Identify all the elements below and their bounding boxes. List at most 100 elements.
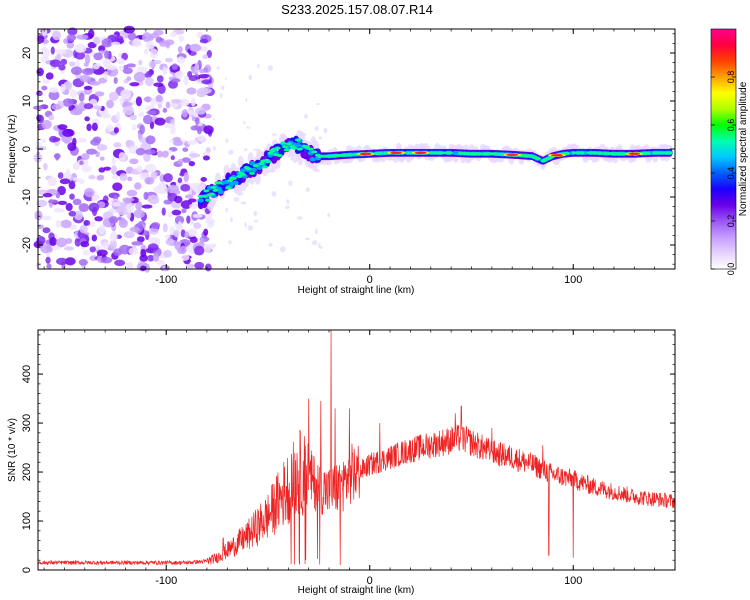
noise-blob (36, 235, 46, 245)
ridge-core (564, 151, 571, 155)
noise-blob (48, 114, 55, 121)
noise-blob (60, 83, 66, 93)
noise-blob (143, 149, 156, 155)
noise-blob (170, 102, 179, 109)
colorbar-gradient (711, 29, 736, 269)
noise-blob (157, 150, 163, 158)
noise-blob (42, 193, 53, 198)
noise-blob (49, 87, 59, 93)
noise-blob (183, 172, 190, 183)
snr-x-tick-label: 0 (367, 575, 373, 587)
ridge-core (282, 145, 289, 149)
noise-blob (41, 119, 52, 130)
noise-blob (46, 263, 52, 269)
noise-speck (228, 240, 232, 245)
noise-blob (170, 31, 177, 38)
ridge-core (250, 167, 257, 173)
noise-speck (219, 92, 223, 99)
noise-blob (78, 259, 88, 266)
noise-blob (104, 50, 110, 59)
noise-speck (257, 63, 260, 69)
noise-blob (78, 92, 85, 102)
colorbar-frame (710, 28, 737, 270)
ridge-hotspot (506, 153, 519, 156)
noise-blob (97, 201, 106, 209)
noise-blob (106, 99, 114, 109)
noise-speck (212, 118, 216, 121)
noise-blob (108, 91, 119, 101)
noise-blob (120, 89, 132, 99)
noise-blob (119, 96, 125, 106)
noise-blob (79, 74, 91, 83)
noise-blob (139, 254, 149, 262)
noise-blob (59, 178, 71, 185)
noise-speck (240, 201, 247, 205)
noise-blob (133, 71, 146, 82)
noise-blob (92, 63, 100, 70)
noise-speck (211, 243, 217, 248)
noise-blob (127, 31, 137, 41)
spectrogram-y-tick-label: 20 (21, 47, 33, 59)
noise-blob (186, 87, 197, 95)
noise-blob (102, 241, 110, 250)
noise-blob (84, 220, 91, 226)
ridge-core (232, 180, 239, 185)
noise-blob (40, 46, 48, 52)
snr-x-axis-title: Height of straight line (km) (298, 585, 415, 596)
noise-blob (188, 153, 201, 158)
noise-blob (143, 48, 149, 55)
noise-blob (154, 117, 166, 126)
noise-blob (74, 43, 87, 54)
noise-blob (89, 246, 96, 253)
noise-speck (285, 205, 290, 210)
ridge-core (267, 151, 274, 155)
noise-blob (194, 62, 200, 73)
noise-blob (99, 156, 105, 161)
ridge-core (201, 194, 208, 198)
snr-y-axis: 0 100 200 300 400 (21, 334, 675, 573)
noise-blob (143, 191, 149, 200)
noise-blob (182, 147, 189, 152)
noise-speck (315, 102, 320, 106)
noise-blob (199, 46, 209, 52)
colorbar: 0.0 0.2 0.4 0.6 0.8 Normalized spectral ampl… (710, 28, 749, 275)
noise-blob (119, 173, 128, 182)
noise-blob (125, 139, 132, 146)
noise-speck (230, 216, 233, 222)
noise-blob (49, 59, 62, 68)
noise-blob (162, 223, 168, 233)
noise-speck (221, 85, 225, 91)
spectrogram-x-tick-label: 100 (564, 274, 582, 286)
snr-x-tick-label: -100 (155, 575, 177, 587)
noise-blob (204, 263, 212, 272)
noise-blob (66, 41, 75, 49)
noise-speck (268, 242, 273, 247)
noise-blob (78, 178, 85, 185)
noise-blob (69, 193, 75, 200)
ridge-core (230, 176, 237, 180)
ridge-core (236, 174, 243, 178)
noise-speck (224, 77, 227, 80)
noise-blob (178, 35, 184, 43)
noise-blob (132, 38, 142, 48)
noise-blob (174, 215, 185, 225)
noise-speck (280, 246, 286, 253)
noise-speck (323, 127, 328, 134)
noise-blob (207, 220, 214, 229)
noise-blob (157, 182, 167, 190)
noise-blob (56, 257, 68, 266)
noise-blob (72, 177, 80, 182)
noise-blob (52, 30, 61, 41)
noise-blob (131, 241, 144, 246)
noise-speck (216, 66, 220, 70)
noise-blob (146, 110, 156, 115)
noise-blob (174, 71, 184, 79)
noise-blob (96, 174, 105, 181)
noise-blob (144, 76, 154, 87)
noise-blob (144, 263, 151, 273)
noise-blob (183, 75, 189, 86)
snr-y-axis-title: SNR (10 * v/v) (7, 418, 18, 482)
ridge-core (534, 157, 541, 161)
noise-blob (157, 260, 166, 266)
spectrogram-y-axis-title: Frequency (Hz) (7, 115, 18, 184)
